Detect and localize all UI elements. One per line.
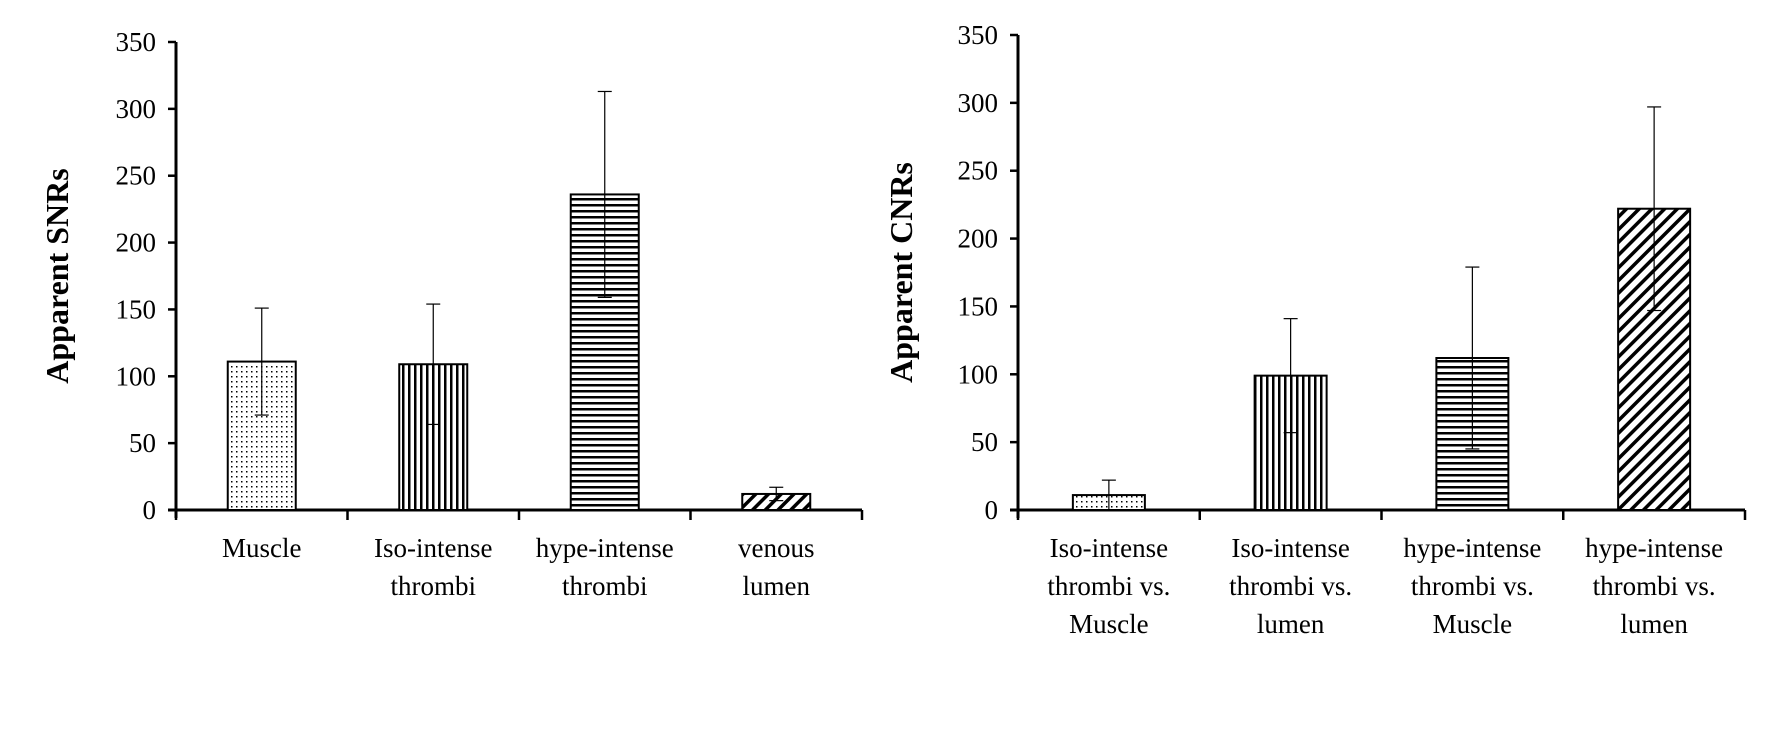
y-tick-label: 350 [116,27,157,57]
y-tick-label: 350 [958,20,999,50]
y-tick-label: 250 [958,156,999,186]
y-tick-label: 150 [116,294,157,324]
y-axis-label: Apparent CNRs [883,162,919,383]
category-label: venous lumen [738,533,815,601]
y-axis-label: Apparent SNRs [39,168,75,383]
category-label: hype-intense thrombi vs. Muscle [1403,533,1541,639]
y-tick-label: 300 [958,88,999,118]
y-tick-label: 250 [116,161,157,191]
y-tick-label: 150 [958,291,999,321]
category-label: Iso-intense thrombi vs. lumen [1229,533,1352,639]
category-label: Iso-intense thrombi [374,533,492,601]
category-label: hype-intense thrombi vs. lumen [1585,533,1723,639]
y-tick-label: 300 [116,94,157,124]
category-label: Iso-intense thrombi vs. Muscle [1047,533,1170,639]
y-tick-label: 200 [958,224,999,254]
y-tick-label: 100 [958,359,999,389]
y-tick-label: 0 [143,495,157,525]
category-label: hype-intense thrombi [536,533,674,601]
cnr-bar-chart: 0 50 100 150 200 250 300 350 Apparent CNRs Iso-in… [883,20,1747,639]
y-tick-label: 50 [971,427,998,457]
y-tick-label: 50 [129,428,156,458]
category-label: Muscle [222,533,302,563]
y-tick-label: 100 [116,361,157,391]
y-tick-label: 200 [116,228,157,258]
snr-bar-chart: 0 50 100 150 200 250 300 350 Apparent SNRs Muscle… [39,27,864,601]
y-tick-label: 0 [985,495,999,525]
